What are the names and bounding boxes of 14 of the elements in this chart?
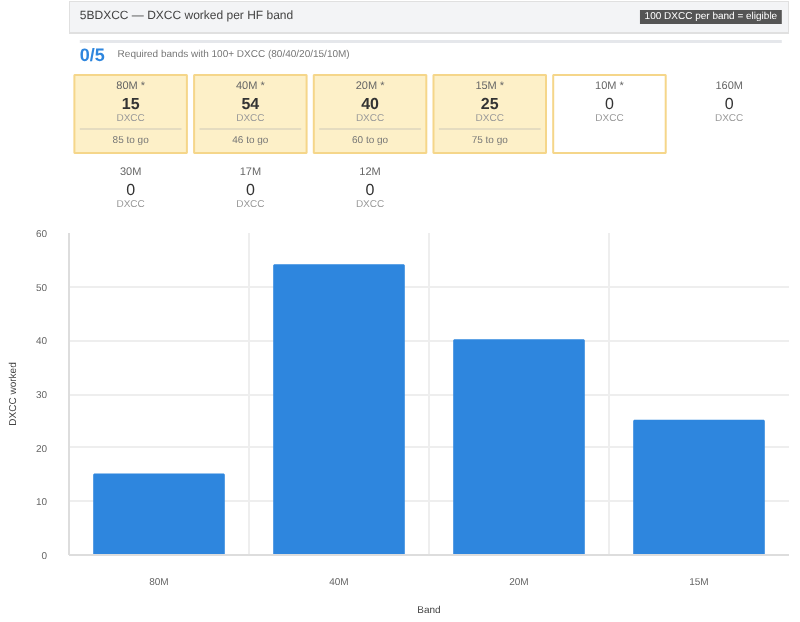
bar	[453, 339, 585, 555]
data-label: 40	[361, 95, 381, 113]
data-label: 15	[121, 95, 141, 113]
data-label: 0	[724, 95, 735, 113]
data-label: 0	[365, 181, 376, 199]
data-label: 25	[480, 95, 500, 113]
data-label: 0	[605, 95, 615, 113]
bar	[273, 264, 405, 555]
color-bar-title: 0/5	[79, 45, 105, 65]
data-label: 54	[241, 95, 261, 113]
bar	[93, 473, 225, 555]
data-label: 0	[126, 181, 137, 199]
bar	[633, 419, 765, 555]
data-label: 0	[245, 181, 256, 199]
